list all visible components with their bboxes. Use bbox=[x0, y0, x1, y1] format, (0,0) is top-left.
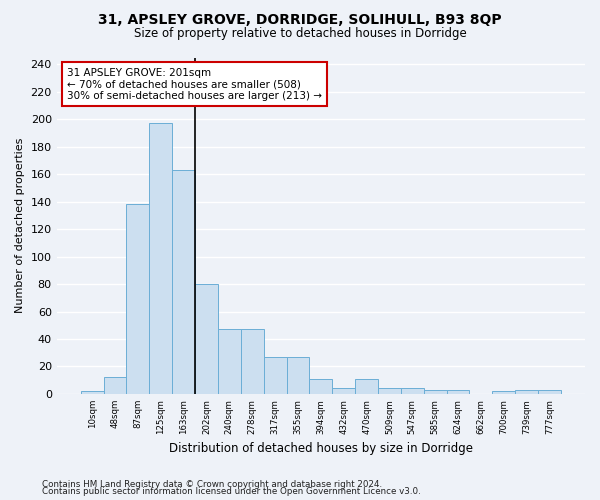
Y-axis label: Number of detached properties: Number of detached properties bbox=[15, 138, 25, 314]
Bar bbox=[446, 390, 469, 394]
Bar bbox=[493, 391, 515, 394]
X-axis label: Distribution of detached houses by size in Dorridge: Distribution of detached houses by size … bbox=[169, 442, 473, 455]
Bar bbox=[149, 124, 172, 394]
Text: 31, APSLEY GROVE, DORRIDGE, SOLIHULL, B93 8QP: 31, APSLEY GROVE, DORRIDGE, SOLIHULL, B9… bbox=[98, 12, 502, 26]
Bar bbox=[287, 357, 310, 394]
Bar bbox=[355, 379, 378, 394]
Text: Contains public sector information licensed under the Open Government Licence v3: Contains public sector information licen… bbox=[42, 487, 421, 496]
Bar bbox=[263, 357, 287, 394]
Bar bbox=[538, 390, 561, 394]
Bar bbox=[127, 204, 149, 394]
Bar bbox=[241, 330, 263, 394]
Bar bbox=[378, 388, 401, 394]
Bar bbox=[172, 170, 195, 394]
Bar bbox=[401, 388, 424, 394]
Bar bbox=[80, 391, 104, 394]
Text: 31 APSLEY GROVE: 201sqm
← 70% of detached houses are smaller (508)
30% of semi-d: 31 APSLEY GROVE: 201sqm ← 70% of detache… bbox=[67, 68, 322, 101]
Bar bbox=[310, 379, 332, 394]
Bar bbox=[515, 390, 538, 394]
Bar bbox=[424, 390, 446, 394]
Bar bbox=[104, 378, 127, 394]
Bar bbox=[195, 284, 218, 394]
Text: Contains HM Land Registry data © Crown copyright and database right 2024.: Contains HM Land Registry data © Crown c… bbox=[42, 480, 382, 489]
Text: Size of property relative to detached houses in Dorridge: Size of property relative to detached ho… bbox=[134, 28, 466, 40]
Bar bbox=[332, 388, 355, 394]
Bar bbox=[218, 330, 241, 394]
